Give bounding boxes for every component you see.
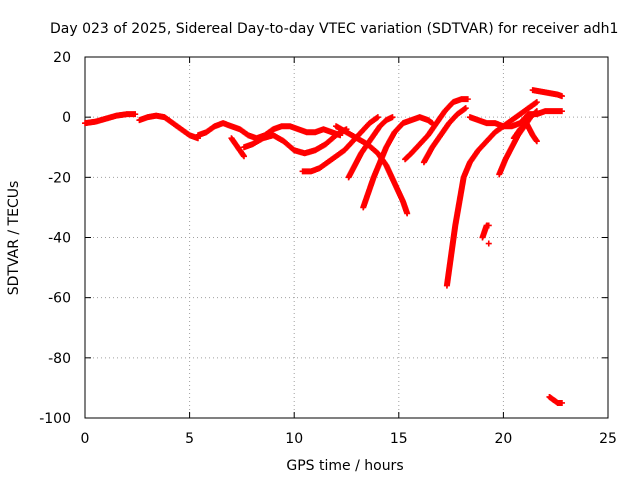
series-pass-q: [479, 222, 492, 241]
series-markers: [466, 108, 565, 130]
series-markers: [420, 105, 469, 166]
series-pass-h: [360, 114, 436, 211]
y-tick-label: -100: [39, 411, 71, 427]
y-axis-label: SDTVAR / TECUs: [6, 181, 22, 296]
y-tick-label: -60: [48, 291, 71, 307]
chart-title: Day 023 of 2025, Sidereal Day-to-day VTE…: [50, 21, 618, 37]
series-markers: [333, 123, 411, 217]
series-pass-e: [240, 126, 350, 157]
series-markers: [479, 222, 492, 241]
series-markers: [82, 111, 139, 127]
series-markers: [345, 114, 396, 181]
series-markers: [546, 393, 565, 406]
series-pass-b: [136, 112, 201, 142]
x-tick-label: 20: [494, 431, 512, 447]
y-tick-label: -20: [48, 170, 71, 186]
plot-area: 0 5 10 15 20 25 -100 -80 -60 -40 -20 0 20: [39, 50, 617, 447]
series-pass-o: [510, 120, 540, 145]
x-tick-label: 15: [390, 431, 408, 447]
x-tick-label: 0: [81, 431, 90, 447]
series-pass-i: [333, 123, 411, 217]
y-tick-label: 20: [53, 50, 71, 66]
y-tick-label: -80: [48, 351, 71, 367]
series-pass-m: [466, 108, 565, 130]
series-markers: [485, 240, 492, 247]
data-layer: [82, 87, 565, 406]
series-pass-g: [345, 114, 396, 181]
series-markers: [240, 126, 350, 157]
series-pass-r: [485, 240, 492, 247]
ticks-layer: 0 5 10 15 20 25 -100 -80 -60 -40 -20 0 20: [39, 50, 617, 447]
series-markers: [529, 87, 565, 100]
series-markers: [136, 112, 201, 142]
y-tick-label: -40: [48, 231, 71, 247]
series-markers: [402, 96, 471, 163]
series-pass-d: [228, 135, 247, 160]
series-pass-j: [402, 96, 471, 163]
series-pass-l: [443, 99, 540, 289]
x-tick-label: 10: [285, 431, 303, 447]
grid-layer: [85, 57, 608, 418]
series-pass-p: [529, 87, 565, 100]
y-tick-label: 0: [62, 110, 71, 126]
series-markers: [510, 120, 540, 145]
series-pass-s: [546, 393, 565, 406]
series-pass-k: [420, 105, 469, 166]
series-markers: [228, 135, 247, 160]
series-markers: [360, 114, 436, 211]
series-pass-a: [82, 111, 139, 127]
series-markers: [443, 99, 540, 289]
x-axis-label: GPS time / hours: [286, 458, 403, 474]
x-tick-label: 5: [185, 431, 194, 447]
x-tick-label: 25: [599, 431, 617, 447]
